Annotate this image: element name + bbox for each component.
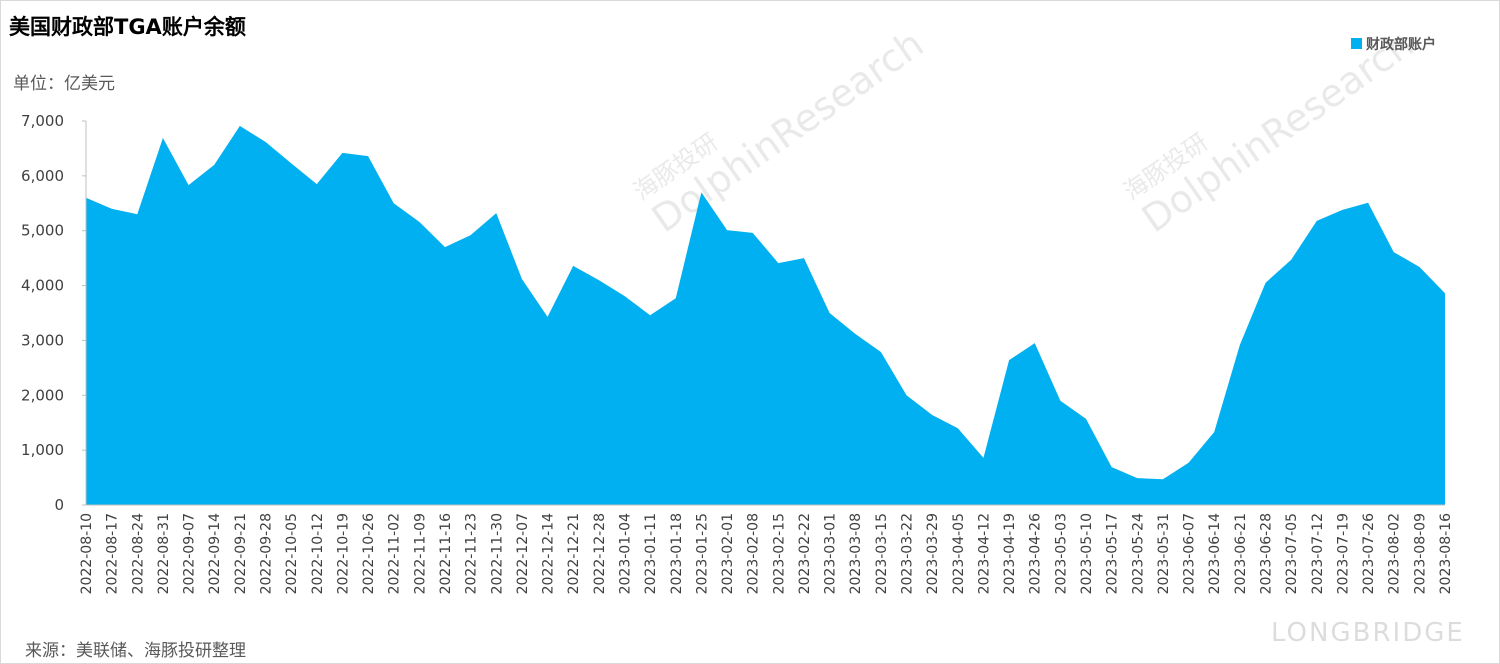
x-tick-label: 2023-02-22 (797, 513, 813, 594)
x-tick-label: 2023-03-29 (925, 513, 941, 594)
x-tick-label: 2023-01-25 (694, 513, 710, 594)
x-tick-label: 2023-03-01 (823, 513, 839, 594)
x-tick-label: 2023-06-21 (1233, 513, 1249, 594)
x-tick-label: 2022-11-16 (438, 513, 454, 594)
x-tick-label: 2022-09-14 (207, 513, 223, 594)
watermark-text: DolphinResearch (644, 21, 932, 241)
x-tick-label: 2023-06-07 (1182, 513, 1198, 594)
x-tick-label: 2023-05-03 (1053, 513, 1069, 594)
x-tick-label: 2022-09-21 (233, 513, 249, 594)
x-tick-label: 2023-07-19 (1335, 513, 1351, 594)
x-tick-label: 2022-11-23 (464, 513, 480, 594)
x-tick-label: 2023-06-28 (1259, 513, 1275, 594)
x-tick-label: 2022-09-07 (182, 513, 198, 594)
y-tick-label: 0 (54, 496, 64, 514)
chart-title: 美国财政部TGA账户余额 (9, 15, 246, 39)
y-tick-label: 2,000 (21, 386, 64, 404)
y-tick-label: 7,000 (21, 112, 64, 130)
watermark-text: DolphinResearch (1134, 21, 1422, 241)
x-tick-label: 2023-06-14 (1207, 513, 1223, 594)
y-tick-label: 5,000 (21, 222, 64, 240)
watermark-text: LONGBRIDGE (1271, 618, 1465, 648)
x-tick-label: 2022-12-21 (566, 513, 582, 594)
x-tick-label: 2022-08-24 (130, 513, 146, 594)
x-tick-label: 2023-08-09 (1412, 513, 1428, 594)
y-tick-label: 1,000 (21, 441, 64, 459)
x-tick-label: 2022-08-17 (105, 513, 121, 594)
unit-label: 单位：亿美元 (13, 74, 115, 94)
x-tick-label: 2022-08-10 (79, 513, 95, 594)
x-tick-label: 2022-12-07 (515, 513, 531, 594)
y-tick-label: 3,000 (21, 331, 64, 349)
x-tick-label: 2023-04-19 (1002, 513, 1018, 594)
x-tick-label: 2023-07-05 (1284, 513, 1300, 594)
x-tick-label: 2023-02-01 (720, 513, 736, 594)
y-tick-label: 4,000 (21, 277, 64, 295)
legend-swatch (1351, 38, 1362, 49)
x-tick-label: 2023-05-24 (1130, 513, 1146, 594)
legend-label: 财政部账户 (1365, 36, 1436, 53)
x-tick-label: 2023-05-31 (1156, 513, 1172, 594)
x-tick-label: 2023-05-10 (1079, 513, 1095, 594)
x-tick-label: 2022-12-14 (541, 513, 557, 594)
x-tick-label: 2023-02-15 (771, 513, 787, 594)
x-tick-label: 2023-01-18 (669, 513, 685, 594)
y-tick-label: 6,000 (21, 167, 64, 185)
x-tick-label: 2023-04-05 (951, 513, 967, 594)
x-tick-label: 2022-10-12 (310, 513, 326, 594)
x-tick-label: 2023-01-11 (643, 513, 659, 594)
x-tick-label: 2022-09-28 (258, 513, 274, 594)
x-tick-label: 2023-04-26 (1028, 513, 1044, 594)
source: 来源：美联储、海豚投研整理 (25, 641, 246, 661)
area (86, 125, 1445, 506)
x-tick-label: 2023-08-02 (1387, 513, 1403, 594)
x-tick-label: 2023-07-26 (1361, 513, 1377, 594)
x-tick-label: 2022-11-09 (412, 513, 428, 594)
x-tick-label: 2023-08-16 (1438, 513, 1454, 594)
x-tick-label: 2022-11-02 (387, 513, 403, 594)
x-tick-label: 2023-03-15 (874, 513, 890, 594)
x-tick-label: 2023-04-12 (976, 513, 992, 594)
x-tick-label: 2022-12-28 (592, 513, 608, 594)
x-tick-label: 2022-08-31 (156, 513, 172, 594)
x-tick-label: 2023-03-22 (900, 513, 916, 594)
x-tick-label: 2022-10-19 (335, 513, 351, 594)
x-tick-label: 2023-02-08 (746, 513, 762, 594)
x-tick-label: 2022-10-05 (284, 513, 300, 594)
x-tick-label: 2023-03-08 (848, 513, 864, 594)
x-tick-label: 2022-10-26 (361, 513, 377, 594)
x-tick-label: 2023-07-12 (1310, 513, 1326, 594)
x-tick-label: 2022-11-30 (489, 513, 505, 594)
x-tick-label: 2023-05-17 (1105, 513, 1121, 594)
x-tick-label: 2023-01-04 (617, 513, 633, 594)
